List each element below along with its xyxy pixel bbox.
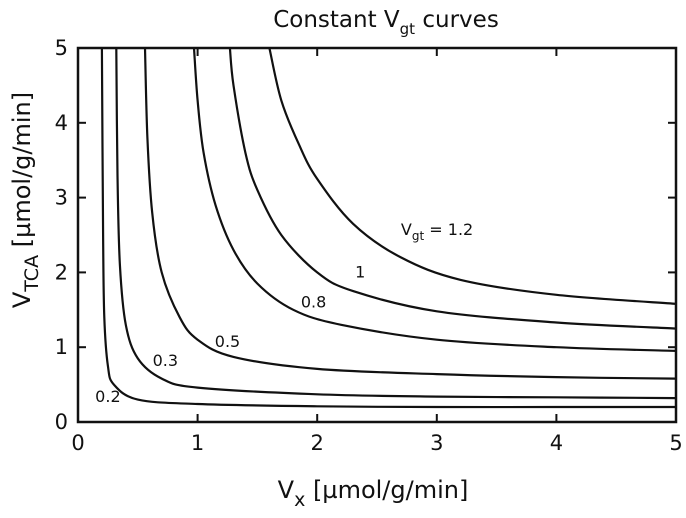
curve-1 xyxy=(115,47,677,400)
curve-label-3: 0.8 xyxy=(301,293,326,312)
x-tick-label: 4 xyxy=(550,431,563,455)
x-tick-label: 0 xyxy=(71,431,84,455)
curve-label-5: Vgt = 1.2 xyxy=(401,220,473,243)
y-tick-label: 4 xyxy=(55,111,68,135)
curve-label-4: 1 xyxy=(355,263,365,282)
curve-label-0: 0.2 xyxy=(95,387,120,406)
axis-ticks xyxy=(77,47,677,423)
curve-0 xyxy=(100,47,676,409)
x-axis-title: Vx [µmol/g/min] xyxy=(278,476,469,511)
curve-label-1: 0.3 xyxy=(153,351,178,370)
y-tick-label: 3 xyxy=(55,186,68,210)
y-tick-label: 2 xyxy=(55,260,68,284)
curve-3 xyxy=(192,47,677,352)
y-tick-label: 1 xyxy=(55,335,68,359)
curve-label-2: 0.5 xyxy=(215,332,240,351)
curve-labels: 0.2 0.3 0.5 0.8 1 Vgt = 1.2 xyxy=(95,220,473,406)
curve-5 xyxy=(268,47,677,305)
x-tick-labels: 0 1 2 3 4 5 xyxy=(71,431,682,455)
y-tick-label: 0 xyxy=(55,410,68,434)
x-tick-label: 3 xyxy=(430,431,443,455)
chart-title: Constant Vgt curves xyxy=(273,7,499,38)
x-tick-label: 5 xyxy=(669,431,682,455)
plot-frame xyxy=(76,46,678,424)
y-tick-labels: 0 1 2 3 4 5 xyxy=(55,36,68,434)
curve-2 xyxy=(143,47,677,380)
curves xyxy=(100,47,677,409)
curve-4 xyxy=(228,47,677,330)
x-tick-label: 1 xyxy=(191,431,204,455)
y-axis-title: VTCA [µmol/g/min] xyxy=(8,92,43,308)
x-tick-label: 2 xyxy=(311,431,324,455)
y-tick-label: 5 xyxy=(55,36,68,60)
